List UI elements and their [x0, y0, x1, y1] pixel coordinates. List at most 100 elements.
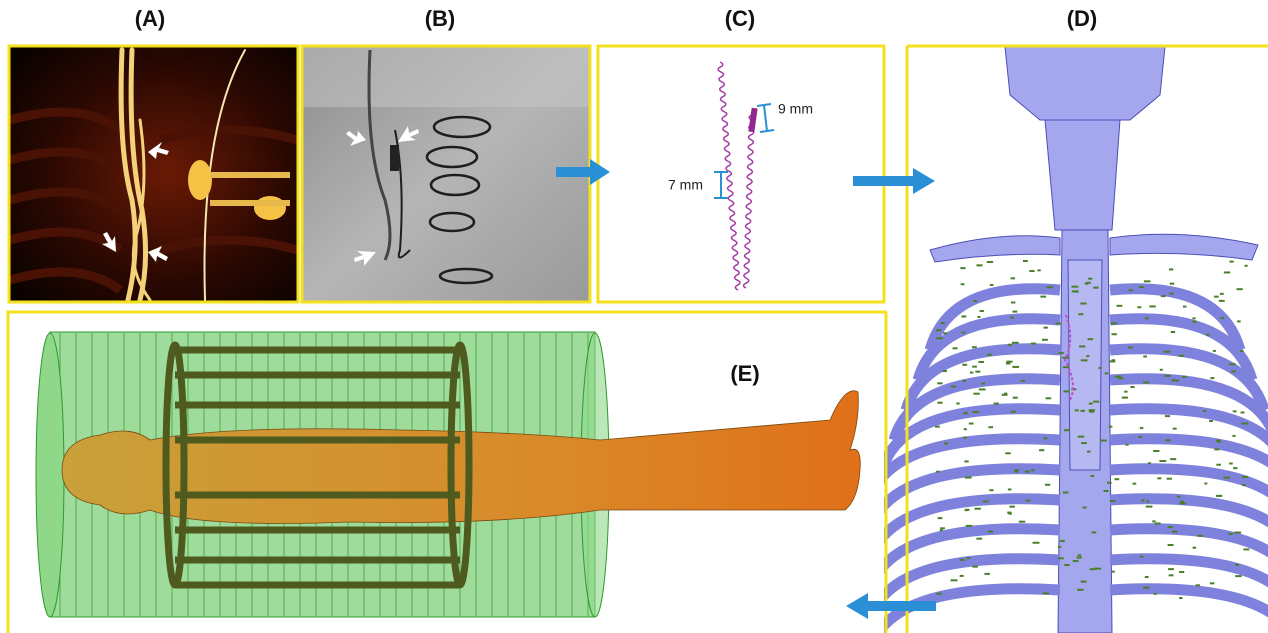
speck — [966, 525, 973, 527]
speck — [1160, 369, 1163, 371]
panel-bg — [599, 47, 883, 301]
speck — [966, 557, 970, 559]
speck — [988, 531, 993, 533]
speck — [951, 579, 958, 581]
speck — [1219, 300, 1225, 302]
speck — [962, 364, 967, 366]
speck — [1011, 301, 1015, 303]
panel-b — [302, 46, 590, 302]
speck — [976, 264, 982, 266]
speck — [940, 527, 945, 529]
speck — [1100, 440, 1107, 442]
speck — [1180, 501, 1184, 503]
speck — [1149, 305, 1155, 307]
measurement: 7 mm — [668, 177, 703, 193]
speck — [1216, 464, 1221, 466]
speck — [1206, 334, 1210, 336]
speck — [1224, 271, 1230, 273]
speck — [1141, 500, 1144, 502]
speck — [1220, 317, 1224, 319]
speck — [1073, 560, 1079, 562]
speck — [1011, 277, 1015, 279]
speck — [1060, 540, 1065, 542]
speck — [981, 382, 985, 384]
speck — [1008, 344, 1012, 346]
panel-label: (B) — [425, 6, 456, 31]
xray-shade — [303, 47, 589, 107]
speck — [1112, 359, 1116, 361]
speck — [1169, 268, 1173, 270]
speck — [970, 372, 973, 374]
speck — [1037, 269, 1040, 271]
speck — [972, 411, 979, 413]
speck — [1210, 582, 1215, 584]
speck — [1169, 574, 1174, 576]
speck — [936, 593, 941, 595]
speck — [1168, 568, 1174, 570]
speck — [1093, 287, 1098, 289]
speck — [994, 403, 999, 405]
speck — [1223, 477, 1230, 479]
speck — [1045, 484, 1050, 486]
speck — [1078, 554, 1081, 556]
speck — [972, 566, 978, 568]
speck — [1015, 471, 1019, 473]
speck — [1153, 450, 1159, 452]
speck — [1235, 564, 1239, 566]
speck — [1058, 557, 1064, 559]
speck — [1081, 581, 1087, 583]
speck — [980, 310, 984, 312]
speck — [961, 315, 966, 317]
speck — [1148, 462, 1151, 464]
speck — [1058, 546, 1061, 548]
speck — [1080, 303, 1086, 305]
speck — [973, 393, 979, 395]
panel-e: (E) — [8, 312, 887, 633]
speck — [1093, 401, 1099, 403]
panel-label: (A) — [135, 6, 166, 31]
speck — [1043, 437, 1047, 439]
measurement: 9 mm — [778, 101, 813, 117]
speck — [1137, 306, 1141, 308]
speck — [1214, 296, 1219, 298]
speck — [1183, 306, 1186, 308]
speck — [1229, 363, 1236, 365]
rib — [1110, 589, 1268, 633]
speck — [943, 332, 947, 334]
speck — [1056, 323, 1062, 325]
speck — [1235, 575, 1241, 577]
speck — [1132, 483, 1136, 485]
speck — [1231, 370, 1236, 372]
speck — [989, 489, 993, 491]
speck — [1092, 531, 1097, 533]
speck — [965, 509, 969, 511]
speck — [1044, 327, 1048, 329]
speck — [1082, 507, 1086, 509]
speck — [975, 371, 980, 373]
speck — [1031, 343, 1036, 345]
panel-d — [870, 46, 1268, 633]
speck — [1071, 286, 1078, 288]
speck — [1213, 350, 1216, 352]
speck — [1165, 439, 1170, 441]
speck — [942, 370, 946, 372]
speck — [1192, 317, 1195, 319]
speck — [962, 332, 966, 334]
speck — [1217, 441, 1221, 443]
speck — [972, 346, 977, 348]
speck — [1109, 426, 1113, 428]
speck — [964, 460, 968, 462]
speck — [1046, 286, 1053, 288]
speck — [1172, 531, 1178, 533]
speck — [1171, 331, 1175, 333]
speck — [1192, 321, 1196, 323]
skeleton — [930, 47, 1258, 633]
speck — [1011, 411, 1016, 413]
speck — [1242, 484, 1246, 486]
speck — [1214, 448, 1219, 450]
speck — [1233, 410, 1237, 412]
speck — [1094, 568, 1101, 570]
speck — [1197, 535, 1203, 537]
speck — [1170, 283, 1175, 285]
speck — [1112, 333, 1117, 335]
